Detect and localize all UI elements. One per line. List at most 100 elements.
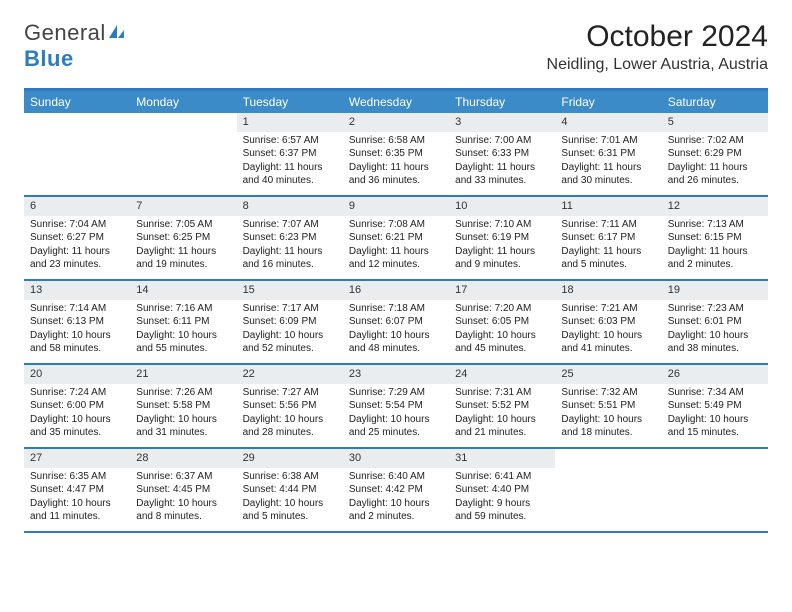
daylight-text: Daylight: 11 hours and 12 minutes. xyxy=(349,245,443,272)
day-number: 10 xyxy=(449,197,555,216)
sunrise-text: Sunrise: 7:13 AM xyxy=(668,218,762,232)
calendar-cell: 27Sunrise: 6:35 AMSunset: 4:47 PMDayligh… xyxy=(24,449,130,531)
cell-body: Sunrise: 7:14 AMSunset: 6:13 PMDaylight:… xyxy=(24,300,130,360)
sunset-text: Sunset: 4:45 PM xyxy=(136,483,230,497)
week-row: 13Sunrise: 7:14 AMSunset: 6:13 PMDayligh… xyxy=(24,281,768,365)
daylight-text: Daylight: 10 hours and 2 minutes. xyxy=(349,497,443,524)
day-number: 20 xyxy=(24,365,130,384)
cell-body: Sunrise: 6:58 AMSunset: 6:35 PMDaylight:… xyxy=(343,132,449,192)
sunrise-text: Sunrise: 6:37 AM xyxy=(136,470,230,484)
sunrise-text: Sunrise: 7:05 AM xyxy=(136,218,230,232)
daylight-text: Daylight: 10 hours and 45 minutes. xyxy=(455,329,549,356)
sunset-text: Sunset: 5:49 PM xyxy=(668,399,762,413)
day-number: 27 xyxy=(24,449,130,468)
calendar-cell xyxy=(662,449,768,531)
calendar-cell: 30Sunrise: 6:40 AMSunset: 4:42 PMDayligh… xyxy=(343,449,449,531)
calendar-cell: 1Sunrise: 6:57 AMSunset: 6:37 PMDaylight… xyxy=(237,113,343,195)
sunset-text: Sunset: 4:47 PM xyxy=(30,483,124,497)
sunset-text: Sunset: 6:03 PM xyxy=(561,315,655,329)
day-number: 18 xyxy=(555,281,661,300)
sunset-text: Sunset: 5:56 PM xyxy=(243,399,337,413)
sunrise-text: Sunrise: 7:31 AM xyxy=(455,386,549,400)
sunrise-text: Sunrise: 6:40 AM xyxy=(349,470,443,484)
weeks-container: 1 Sunrise: 6:57 AMSunset: 6:37 PM Daylight… xyxy=(24,113,768,533)
sunset-text: Sunset: 6:01 PM xyxy=(668,315,762,329)
cell-body: Sunrise: 7:05 AMSunset: 6:25 PMDaylight:… xyxy=(130,216,236,276)
day-number: 16 xyxy=(343,281,449,300)
sunset-text: Sunset: 5:58 PM xyxy=(136,399,230,413)
cell-body: Sunrise: 6:41 AMSunset: 4:40 PMDaylight:… xyxy=(449,468,555,528)
sunset-text: Sunset: 6:31 PM xyxy=(561,147,655,161)
calendar-cell: 2Sunrise: 6:58 AMSunset: 6:35 PMDaylight… xyxy=(343,113,449,195)
calendar-cell: 15Sunrise: 7:17 AMSunset: 6:09 PMDayligh… xyxy=(237,281,343,363)
calendar-cell: 29Sunrise: 6:38 AMSunset: 4:44 PMDayligh… xyxy=(237,449,343,531)
calendar-cell: 18Sunrise: 7:21 AMSunset: 6:03 PMDayligh… xyxy=(555,281,661,363)
sunrise-text: Sunrise: 7:27 AM xyxy=(243,386,337,400)
sunset-text: Sunset: 6:17 PM xyxy=(561,231,655,245)
cell-body: Sunrise: 7:27 AMSunset: 5:56 PMDaylight:… xyxy=(237,384,343,444)
sunrise-text: Sunrise: 7:11 AM xyxy=(561,218,655,232)
daylight-text: Daylight: 10 hours and 52 minutes. xyxy=(243,329,337,356)
daylight-text: Daylight: 11 hours and 33 minutes. xyxy=(455,161,549,188)
day-number: 12 xyxy=(662,197,768,216)
sunset-text: Sunset: 6:23 PM xyxy=(243,231,337,245)
sunset-text: Sunset: 5:52 PM xyxy=(455,399,549,413)
cell-body: Sunrise: 7:21 AMSunset: 6:03 PMDaylight:… xyxy=(555,300,661,360)
calendar-cell: 4Sunrise: 7:01 AMSunset: 6:31 PMDaylight… xyxy=(555,113,661,195)
sunset-text: Sunset: 6:11 PM xyxy=(136,315,230,329)
daylight-text: Daylight: 10 hours and 18 minutes. xyxy=(561,413,655,440)
calendar-cell xyxy=(130,113,236,195)
cell-body: Sunrise: 7:00 AMSunset: 6:33 PMDaylight:… xyxy=(449,132,555,192)
sunrise-text: Sunrise: 7:18 AM xyxy=(349,302,443,316)
cell-body: Sunrise: 7:08 AMSunset: 6:21 PMDaylight:… xyxy=(343,216,449,276)
sunset-text: Sunset: 6:37 PM xyxy=(243,147,337,161)
logo-sail-icon xyxy=(108,24,126,40)
sunrise-text: Sunrise: 7:02 AM xyxy=(668,134,762,148)
day-number: 24 xyxy=(449,365,555,384)
sunrise-text: Sunrise: 7:21 AM xyxy=(561,302,655,316)
calendar-cell xyxy=(24,113,130,195)
dayhead-saturday: Saturday xyxy=(662,91,768,113)
sunrise-text: Sunrise: 7:24 AM xyxy=(30,386,124,400)
calendar-cell: 25Sunrise: 7:32 AMSunset: 5:51 PMDayligh… xyxy=(555,365,661,447)
sunrise-text: Sunrise: 7:07 AM xyxy=(243,218,337,232)
sunrise-text: Sunrise: 7:04 AM xyxy=(30,218,124,232)
day-number: 17 xyxy=(449,281,555,300)
daylight-text: Daylight: 10 hours and 35 minutes. xyxy=(30,413,124,440)
calendar-cell: 16Sunrise: 7:18 AMSunset: 6:07 PMDayligh… xyxy=(343,281,449,363)
day-number: 25 xyxy=(555,365,661,384)
cell-body: Sunrise: 7:18 AMSunset: 6:07 PMDaylight:… xyxy=(343,300,449,360)
day-number: 9 xyxy=(343,197,449,216)
dayhead-friday: Friday xyxy=(555,91,661,113)
daylight-text: Daylight: 10 hours and 11 minutes. xyxy=(30,497,124,524)
cell-body: Sunrise: 7:13 AMSunset: 6:15 PMDaylight:… xyxy=(662,216,768,276)
sunset-text: Sunset: 5:51 PM xyxy=(561,399,655,413)
day-number: 1 xyxy=(237,113,343,132)
sunrise-text: Sunrise: 6:38 AM xyxy=(243,470,337,484)
cell-body: Sunrise: 7:01 AMSunset: 6:31 PMDaylight:… xyxy=(555,132,661,192)
day-number: 22 xyxy=(237,365,343,384)
cell-body: Sunrise: 7:16 AMSunset: 6:11 PMDaylight:… xyxy=(130,300,236,360)
daylight-text: Daylight: 11 hours and 19 minutes. xyxy=(136,245,230,272)
daylight-text: Daylight: 11 hours and 23 minutes. xyxy=(30,245,124,272)
daylight-text: Daylight: 11 hours and 9 minutes. xyxy=(455,245,549,272)
day-number: 31 xyxy=(449,449,555,468)
daylight-text: Daylight: 10 hours and 25 minutes. xyxy=(349,413,443,440)
sunrise-text: Sunrise: 6:58 AM xyxy=(349,134,443,148)
cell-body: Sunrise: 6:35 AMSunset: 4:47 PMDaylight:… xyxy=(24,468,130,528)
cell-body: Sunrise: 7:11 AMSunset: 6:17 PMDaylight:… xyxy=(555,216,661,276)
cell-body: Sunrise: 7:26 AMSunset: 5:58 PMDaylight:… xyxy=(130,384,236,444)
sunrise-text: Sunrise: 6:57 AM xyxy=(243,134,337,148)
calendar-cell: 23Sunrise: 7:29 AMSunset: 5:54 PMDayligh… xyxy=(343,365,449,447)
sunrise-text: Sunrise: 7:17 AM xyxy=(243,302,337,316)
daylight-text: Daylight: 11 hours and 5 minutes. xyxy=(561,245,655,272)
calendar-cell: 6Sunrise: 7:04 AMSunset: 6:27 PMDaylight… xyxy=(24,197,130,279)
calendar: Sunday Monday Tuesday Wednesday Thursday… xyxy=(24,88,768,533)
daylight-text: Daylight: 10 hours and 5 minutes. xyxy=(243,497,337,524)
calendar-cell: 19Sunrise: 7:23 AMSunset: 6:01 PMDayligh… xyxy=(662,281,768,363)
dayhead-monday: Monday xyxy=(130,91,236,113)
daylight-text: Daylight: 10 hours and 58 minutes. xyxy=(30,329,124,356)
daylight-text: Daylight: 11 hours and 36 minutes. xyxy=(349,161,443,188)
cell-body: Sunrise: 7:24 AMSunset: 6:00 PMDaylight:… xyxy=(24,384,130,444)
calendar-cell: 14Sunrise: 7:16 AMSunset: 6:11 PMDayligh… xyxy=(130,281,236,363)
